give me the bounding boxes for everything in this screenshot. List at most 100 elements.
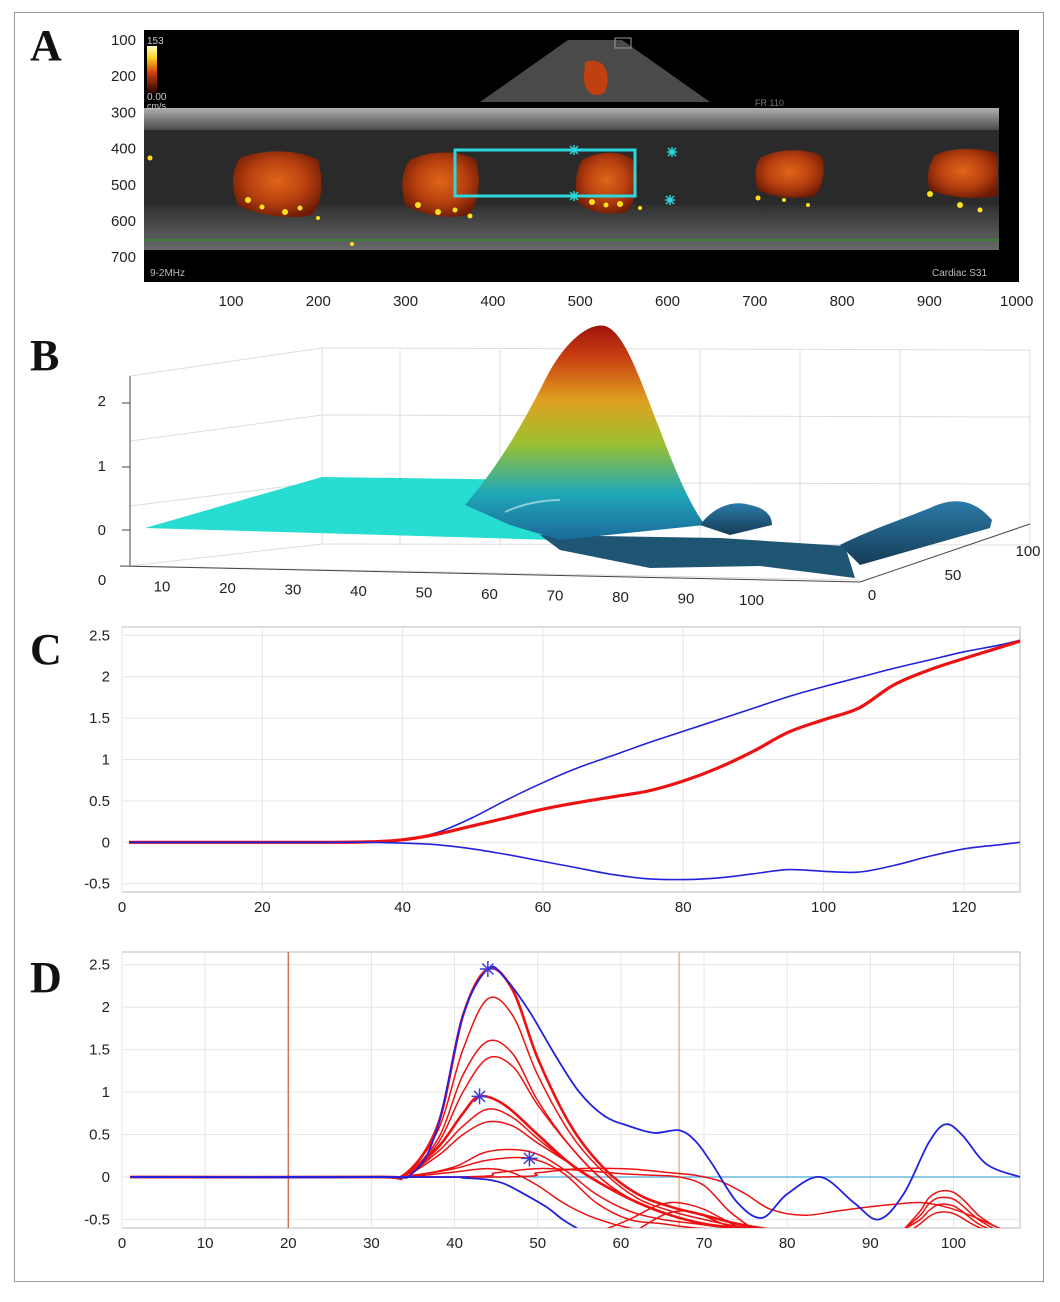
b-x-tick-label: 40 — [350, 583, 367, 600]
x-tick-label: 70 — [696, 1235, 713, 1252]
y-tick-label: 1 — [102, 752, 110, 769]
x-tick-label: 20 — [254, 899, 271, 916]
panel-label-c: C — [30, 625, 62, 674]
series-line-d-6 — [130, 1094, 761, 1228]
a-x-tick-label: 700 — [742, 293, 767, 310]
flow-blob — [232, 151, 322, 217]
chart-d: 0 10 20 30 40 50 60 70 80 90 100 -0.5 0 0.5 1 1.5 2 2.5 — [84, 951, 1021, 1252]
b-z-tick-label: 0 — [98, 522, 106, 539]
flow-blob — [927, 148, 998, 198]
x-tick-label: 40 — [446, 1235, 463, 1252]
x-tick-label: 100 — [941, 1235, 966, 1252]
y-tick-label: -0.5 — [84, 876, 110, 893]
x-tick-label: 100 — [811, 899, 836, 916]
y-tick-label: 1.5 — [89, 710, 110, 727]
b-y-tick-label: 0 — [868, 587, 876, 604]
surface-ridge — [700, 503, 772, 535]
velocity-scale — [147, 46, 157, 94]
x-tick-label: 20 — [280, 1235, 297, 1252]
probe-marker — [614, 37, 632, 49]
a-x-tick-label: 500 — [568, 293, 593, 310]
roi-markers — [569, 145, 677, 205]
b-x-tick-label: 70 — [547, 588, 564, 605]
y-tick-label: 1 — [102, 1084, 110, 1101]
a-x-tick-label: 400 — [480, 293, 505, 310]
b-y-tick-label: 50 — [945, 567, 962, 584]
y-tick-label: -0.5 — [84, 1212, 110, 1229]
flow-blob — [755, 150, 824, 198]
ultrasound-panel: 153 0.00 cm/s FR 110 9-2MHz Cardiac S31 … — [111, 30, 1033, 310]
surface-peak — [465, 325, 705, 540]
b-z-tick-label: 1 — [98, 458, 106, 475]
a-x-tick-label: 200 — [306, 293, 331, 310]
scale-unit: cm/s — [147, 101, 166, 111]
chart-d-frame — [121, 951, 1021, 1229]
series-line-d-17 — [904, 1196, 994, 1228]
x-tick-label: 30 — [363, 1235, 380, 1252]
a-y-tick-label: 500 — [111, 177, 136, 194]
peak-marker — [521, 1150, 538, 1167]
probe-label: Cardiac S31 — [932, 268, 987, 279]
y-tick-label: 2 — [102, 999, 110, 1016]
b-x-tick-label: 90 — [678, 591, 695, 608]
b-x-tick-label: 10 — [154, 579, 171, 596]
y-tick-label: 2.5 — [89, 627, 110, 644]
series-line-d-9 — [130, 1148, 741, 1228]
a-x-tick-label: 300 — [393, 293, 418, 310]
series-line-d-15 — [638, 1210, 741, 1228]
b-x-tick-label: 30 — [285, 582, 302, 599]
x-tick-label: 90 — [862, 1235, 879, 1252]
flat-surface — [145, 477, 555, 540]
a-y-tick-label: 700 — [111, 249, 136, 266]
flow-blob — [575, 152, 638, 214]
a-x-tick-label: 100 — [218, 293, 243, 310]
speckles — [147, 155, 983, 246]
a-x-tick-label: 1000 — [1000, 293, 1033, 310]
peak-marker — [479, 960, 496, 977]
series-line-d-20 — [130, 965, 1020, 1221]
b-x-tick-label: 0 — [98, 572, 106, 589]
a-x-tick-label: 600 — [655, 293, 680, 310]
roi-rectangle — [453, 148, 637, 198]
series-line-d-14 — [606, 1201, 749, 1228]
y-tick-label: 2 — [102, 669, 110, 686]
surface-highlight — [504, 499, 561, 513]
x-tick-label: 120 — [951, 899, 976, 916]
x-tick-label: 80 — [779, 1235, 796, 1252]
x-tick-label: 40 — [394, 899, 411, 916]
b-x-tick-label: 60 — [481, 586, 498, 603]
peak-marker — [471, 1088, 488, 1105]
series-line-d-16 — [904, 1189, 1002, 1228]
a-y-tick-label: 400 — [111, 141, 136, 158]
surface-axes — [119, 376, 1031, 583]
x-tick-label: 60 — [535, 899, 552, 916]
series-line-d-3 — [130, 996, 760, 1228]
b-x-tick-label: 20 — [219, 580, 236, 597]
scale-max: 153 — [147, 36, 164, 47]
scale-min: 0.00 — [147, 92, 167, 103]
mmode-top-band — [144, 108, 999, 130]
b-z-tick-label: 2 — [98, 393, 106, 410]
panel-label-a: A — [30, 21, 62, 70]
sector-flow — [583, 60, 608, 96]
series-line-d-18 — [905, 1203, 990, 1228]
series-line-d-5 — [130, 1055, 749, 1228]
x-tick-label: 10 — [197, 1235, 214, 1252]
series-line-c-3 — [128, 841, 1021, 881]
a-y-tick-label: 300 — [111, 104, 136, 121]
flow-blob — [402, 152, 479, 217]
a-y-tick-label: 200 — [111, 68, 136, 85]
b-x-tick-label: 80 — [612, 589, 629, 606]
y-tick-label: 0.5 — [89, 793, 110, 810]
y-tick-label: 0.5 — [89, 1127, 110, 1144]
chart-c: 0 20 40 60 80 100 120 -0.5 0 0.5 1 1.5 2 2.5 — [84, 626, 1021, 916]
series-line-d-21 — [130, 1176, 579, 1228]
y-tick-label: 0 — [102, 1169, 110, 1186]
series-line-d-19 — [913, 1211, 984, 1228]
x-tick-label: 50 — [529, 1235, 546, 1252]
surface-underside — [540, 535, 855, 578]
b-x-tick-label: 50 — [416, 585, 433, 602]
y-tick-label: 0 — [102, 834, 110, 851]
y-tick-label: 1.5 — [89, 1042, 110, 1059]
x-tick-label: 80 — [675, 899, 692, 916]
